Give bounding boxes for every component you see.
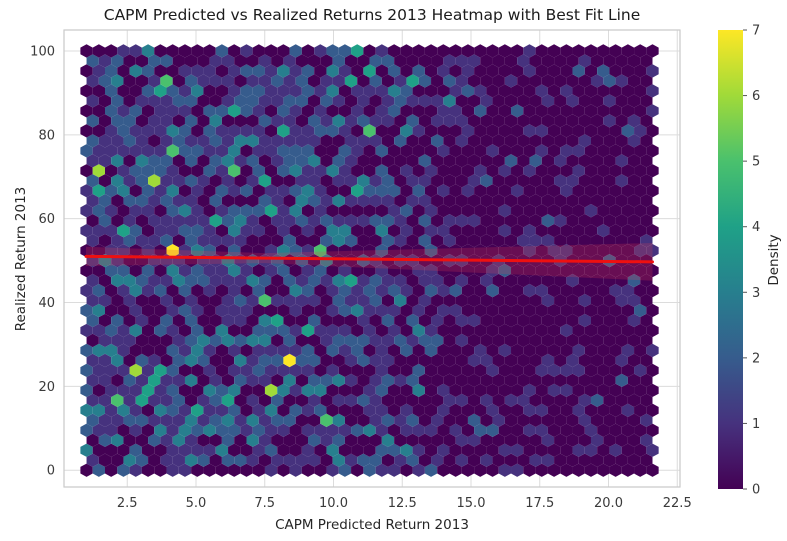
- x-tick-label: 5.0: [186, 496, 207, 511]
- y-axis-label: Realized Return 2013: [13, 186, 29, 332]
- x-tick-label: 15.0: [457, 496, 486, 511]
- chart-title: CAPM Predicted vs Realized Returns 2013 …: [103, 6, 641, 24]
- colorbar-label: Density: [766, 234, 782, 286]
- colorbar-tick-label: 5: [752, 155, 760, 170]
- colorbar-tick-label: 6: [752, 89, 760, 104]
- x-tick-label: 2.5: [117, 496, 138, 511]
- colorbar-gradient: [718, 30, 743, 489]
- x-tick-label: 10.0: [319, 496, 348, 511]
- x-tick-label: 7.5: [254, 496, 275, 511]
- colorbar-tick-label: 2: [752, 351, 760, 366]
- colorbar-tick-label: 1: [752, 417, 760, 432]
- y-tick-label: 0: [47, 464, 55, 479]
- colorbar-tick-label: 7: [752, 24, 760, 39]
- best-fit-line: [84, 254, 654, 264]
- x-tick-label: 20.0: [594, 496, 623, 511]
- x-tick-label: 12.5: [388, 496, 417, 511]
- colorbar-tick-label: 0: [752, 483, 760, 498]
- y-tick-labels: 0 20 40 60 80 100: [30, 44, 55, 478]
- x-tick-labels: 2.5 5.0 7.5 10.0 12.5 15.0 17.5 20.0 22.5: [117, 496, 692, 511]
- x-axis-label: CAPM Predicted Return 2013: [275, 517, 469, 533]
- x-tick-label: 22.5: [663, 496, 692, 511]
- colorbar: 0 1 2 3 4 5 6 7: [718, 24, 760, 498]
- y-tick-label: 60: [38, 212, 55, 227]
- plot-border: [63, 29, 681, 488]
- y-tick-label: 100: [30, 44, 55, 59]
- colorbar-tick-label: 4: [752, 220, 760, 235]
- colorbar-tick-label: 3: [752, 286, 760, 301]
- y-tick-label: 40: [38, 296, 55, 311]
- confidence-band: [86, 242, 653, 281]
- hexbin-layer: [80, 44, 659, 477]
- y-tick-label: 20: [38, 380, 55, 395]
- y-tick-label: 80: [38, 128, 55, 143]
- x-tick-label: 17.5: [525, 496, 554, 511]
